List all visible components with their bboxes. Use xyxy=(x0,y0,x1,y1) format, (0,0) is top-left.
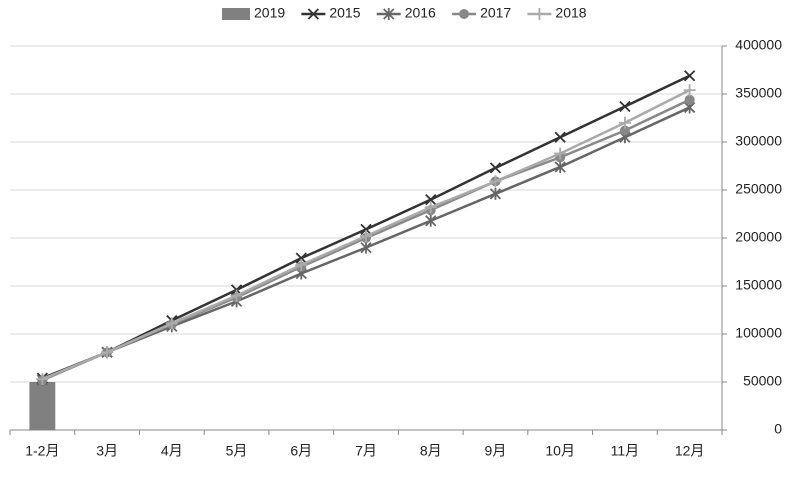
legend-item: 2018 xyxy=(527,5,587,21)
marker-stroke xyxy=(360,223,372,235)
marker-dot xyxy=(684,94,695,105)
marker-dot xyxy=(459,9,470,19)
x-tick-label: 6月 xyxy=(290,443,312,459)
y-tick-label: 350000 xyxy=(735,85,782,101)
y-tick-label: 150000 xyxy=(735,277,782,293)
legend-item: 2016 xyxy=(376,5,436,21)
y-tick-label: 200000 xyxy=(735,229,782,245)
y-tick-label: 100000 xyxy=(735,325,782,341)
legend-item: 2019 xyxy=(222,5,285,21)
marker xyxy=(489,162,502,174)
marker xyxy=(360,223,372,235)
marker xyxy=(459,9,470,19)
marker xyxy=(489,187,502,200)
y-tick-label: 250000 xyxy=(735,181,782,197)
marker xyxy=(165,317,178,330)
marker xyxy=(295,258,308,271)
y-tick-label: 50000 xyxy=(743,373,782,389)
legend-item: 2015 xyxy=(301,5,361,21)
x-tick-label: 11月 xyxy=(611,443,640,459)
y-tick-label: 300000 xyxy=(735,133,782,149)
marker-stroke xyxy=(619,100,631,113)
marker xyxy=(683,84,696,97)
bar xyxy=(29,382,56,430)
marker-stroke xyxy=(489,162,502,174)
marker xyxy=(619,100,631,113)
marker xyxy=(533,8,546,20)
legend-label: 2017 xyxy=(480,5,511,21)
marker xyxy=(424,201,437,214)
marker xyxy=(230,289,243,302)
x-tick-label: 7月 xyxy=(355,443,377,459)
x-tick-label: 5月 xyxy=(226,443,248,459)
marker xyxy=(360,230,372,243)
marker xyxy=(383,8,395,20)
legend-item: 2017 xyxy=(452,5,511,21)
x-tick-label: 9月 xyxy=(485,443,507,459)
marker xyxy=(36,373,49,386)
marker xyxy=(554,160,566,173)
marker xyxy=(425,193,437,206)
marker xyxy=(360,241,372,254)
marker xyxy=(307,8,319,20)
x-tick-label: 3月 xyxy=(96,443,118,459)
marker xyxy=(425,214,437,227)
marker xyxy=(489,175,502,188)
marker-stroke xyxy=(683,70,696,82)
x-tick-label: 10月 xyxy=(545,443,575,459)
marker-stroke xyxy=(554,131,566,143)
series-line xyxy=(41,74,691,380)
marker xyxy=(618,116,631,129)
marker xyxy=(554,131,566,143)
x-tick-label: 8月 xyxy=(420,443,442,459)
marker xyxy=(619,125,630,136)
y-tick-label: 400000 xyxy=(735,37,782,53)
x-tick-label: 4月 xyxy=(161,443,183,459)
marker xyxy=(554,147,567,160)
legend-label: 2016 xyxy=(405,5,436,21)
x-tick-label: 1-2月 xyxy=(25,443,59,459)
marker xyxy=(684,94,695,105)
legend-label: 2018 xyxy=(555,5,586,21)
marker-dot xyxy=(619,125,630,136)
marker-stroke xyxy=(295,252,307,264)
marker xyxy=(295,252,307,264)
x-tick-label: 12月 xyxy=(675,443,705,459)
legend-label: 2019 xyxy=(254,5,285,21)
marker-stroke xyxy=(307,8,319,20)
y-tick-label: 0 xyxy=(774,421,782,437)
marker-stroke xyxy=(425,193,437,206)
marker xyxy=(101,346,114,359)
marker xyxy=(683,70,696,82)
legend-label: 2015 xyxy=(329,5,360,21)
legend-swatch xyxy=(222,8,250,20)
